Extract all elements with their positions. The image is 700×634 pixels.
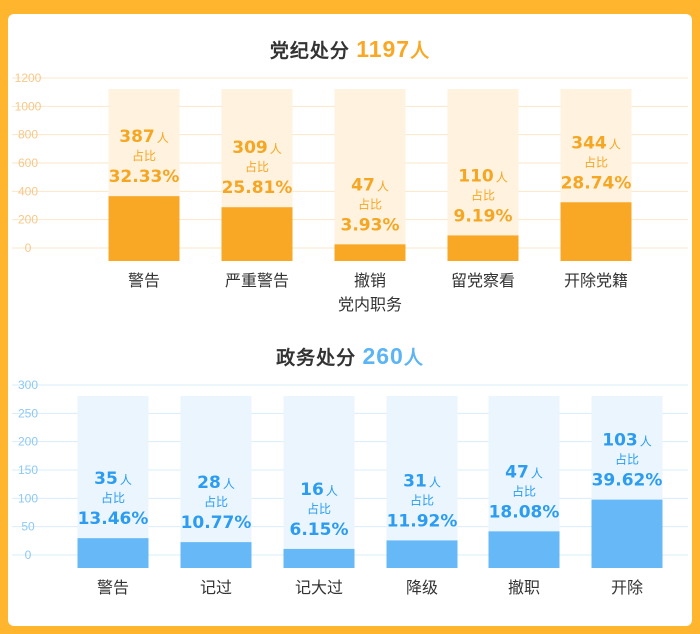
- chart2-category-label: 记大过: [295, 578, 343, 597]
- chart1-category-label: 开除党籍: [564, 271, 628, 290]
- chart2-category-label: 降级: [406, 578, 438, 597]
- chart2-value-label: 28 人: [197, 473, 235, 493]
- chart2-bar: [488, 531, 560, 568]
- chart1-value-label: 344 人: [571, 133, 621, 153]
- chart1-percent-label: 28.74%: [561, 173, 632, 193]
- chart1-bar: [447, 235, 519, 261]
- chart2-percent-label: 13.46%: [78, 509, 149, 529]
- chart2-bar: [180, 542, 252, 568]
- chart2-percent-label: 6.15%: [290, 520, 349, 540]
- chart1-ytick-label: 400: [18, 184, 38, 198]
- chart2-ytick-label: 200: [18, 435, 38, 449]
- chart2-title-unit: 人: [403, 348, 424, 369]
- chart1-category-label: 留党察看: [451, 271, 515, 290]
- chart1-ytick-label: 800: [18, 128, 38, 142]
- chart2-category-label: 开除: [611, 578, 643, 597]
- chart1-bar: [221, 207, 293, 261]
- chart1-ratio-label: 占比: [132, 148, 156, 163]
- chart2-category-label: 撤职: [508, 578, 540, 597]
- chart1-percent-label: 25.81%: [222, 178, 293, 198]
- chart2-percent-label: 10.77%: [181, 513, 252, 533]
- chart1-title-unit: 人: [410, 41, 431, 62]
- chart2-category-label: 警告: [97, 578, 129, 597]
- chart1-bar: [334, 244, 406, 261]
- chart2-percent-label: 18.08%: [489, 502, 560, 522]
- chart1-title-total: 1197: [356, 36, 411, 62]
- chart2-title: 政务处分 260人: [0, 343, 700, 370]
- chart1-value-label: 387 人: [119, 127, 169, 147]
- chart1-ratio-label: 占比: [245, 159, 269, 174]
- chart2-ratio-label: 占比: [101, 490, 125, 505]
- chart2-ytick-label: 0: [25, 548, 32, 562]
- chart1-title-prefix: 党纪处分: [269, 41, 350, 62]
- chart1-ytick-label: 200: [18, 213, 38, 227]
- chart1-bar: [108, 196, 180, 261]
- chart1-ytick-label: 1200: [15, 71, 42, 85]
- chart2-bar: [77, 538, 149, 568]
- chart1-ytick-label: 1000: [15, 99, 42, 113]
- chart1-value-label: 309 人: [232, 138, 282, 158]
- chart1-ratio-label: 占比: [358, 196, 382, 211]
- chart2-bar-background: [180, 396, 252, 568]
- chart1-category-label: 严重警告: [225, 271, 289, 290]
- chart2-ratio-label: 占比: [204, 494, 228, 509]
- chart2-ratio-label: 占比: [307, 501, 331, 516]
- chart2-bar: [283, 548, 355, 568]
- chart2-value-label: 35 人: [94, 469, 132, 489]
- chart1-ytick-label: 600: [18, 156, 38, 170]
- chart2-ytick-label: 100: [18, 491, 38, 505]
- chart2-ratio-label: 占比: [410, 492, 434, 507]
- chart1-percent-label: 32.33%: [109, 167, 180, 187]
- chart2-title-prefix: 政务处分: [276, 348, 357, 369]
- chart1-category-label: 警告: [128, 271, 160, 290]
- chart2-percent-label: 39.62%: [592, 471, 663, 491]
- chart1-ytick-label: 0: [25, 241, 32, 255]
- chart1-bar-background: [334, 89, 406, 261]
- chart1-category-label: 撤销: [354, 271, 386, 290]
- chart2-value-label: 103 人: [602, 431, 652, 451]
- chart1-ratio-label: 占比: [584, 154, 608, 169]
- chart1-bar-background: [447, 89, 519, 261]
- chart1-percent-label: 3.93%: [341, 215, 400, 235]
- chart2-bar: [386, 540, 458, 568]
- chart2-category-label: 记过: [200, 578, 232, 597]
- chart2-ytick-label: 150: [18, 463, 38, 477]
- chart2-ytick-label: 50: [21, 520, 35, 534]
- chart2-ytick-label: 250: [18, 406, 38, 420]
- chart2-value-label: 16 人: [300, 480, 338, 500]
- chart1-percent-label: 9.19%: [454, 206, 513, 226]
- chart2-percent-label: 11.92%: [387, 511, 458, 531]
- chart2-bar-background: [283, 396, 355, 568]
- chart2-bar: [591, 499, 663, 568]
- chart1-category-label: 党内职务: [338, 295, 402, 314]
- chart1-title: 党纪处分 1197人: [0, 36, 700, 63]
- chart2-bar-background: [386, 396, 458, 568]
- chart1-bar: [560, 202, 632, 261]
- chart2-ratio-label: 占比: [512, 483, 536, 498]
- chart2-value-label: 47 人: [505, 462, 543, 482]
- chart2-value-label: 31 人: [403, 471, 441, 491]
- chart1-value-label: 110 人: [458, 166, 508, 186]
- chart1-value-label: 47 人: [351, 175, 389, 195]
- chart1-ratio-label: 占比: [471, 187, 495, 202]
- chart2-title-total: 260: [362, 343, 404, 369]
- chart2-ytick-label: 300: [18, 378, 38, 392]
- chart2-ratio-label: 占比: [615, 452, 639, 467]
